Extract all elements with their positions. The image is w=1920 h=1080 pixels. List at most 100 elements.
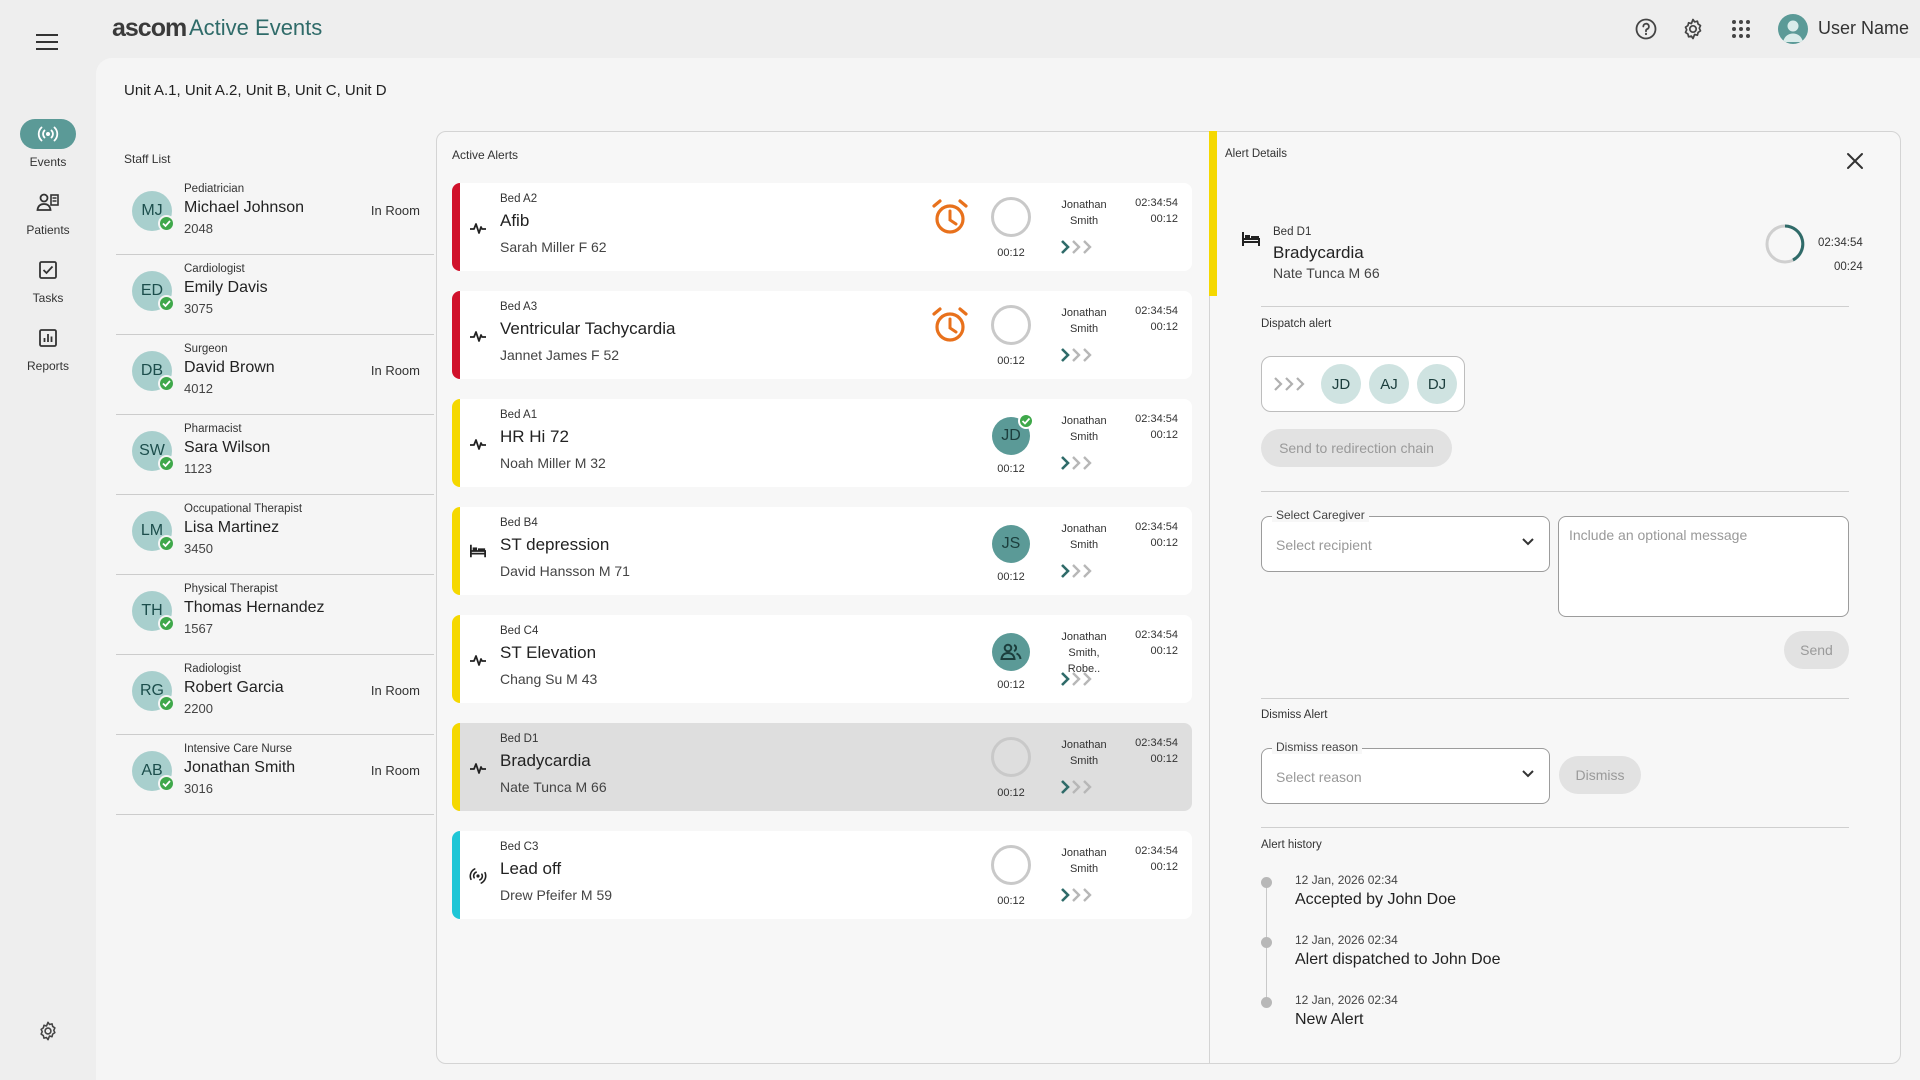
priority-bar [452,615,460,703]
history-title: Alert history [1261,839,1322,851]
field-placeholder: Select recipient [1276,537,1372,553]
detail-bed: Bed D1 [1273,226,1312,238]
help-icon[interactable] [1634,17,1658,41]
recipient-line: Jonathan [1061,847,1107,859]
alert-recipient: Jonathan Smith [1052,521,1116,553]
staff-row[interactable]: MJ Pediatrician Michael Johnson 2048 In Room [116,175,434,255]
recipient-line: Smith [1069,863,1099,875]
alert-elapsed: 00:12 [1150,645,1178,657]
staff-row[interactable]: TH Physical Therapist Thomas Hernandez 1567 [116,575,434,655]
person-icon [1783,20,1803,42]
chain-chip: DJ [1417,364,1457,404]
alert-bed: Bed B4 [500,517,538,529]
staff-row[interactable]: RG Radiologist Robert Garcia 2200 In Room [116,655,434,735]
user-name[interactable]: User Name [1818,18,1910,38]
staff-name: Emily Davis [184,279,268,296]
chevron-down-icon [1522,538,1534,546]
send-to-chain-button[interactable]: Send to redirection chain [1261,429,1452,467]
caregiver-select[interactable]: Select Caregiver Select recipient [1261,508,1550,572]
message-textarea[interactable]: Include an optional message [1558,516,1849,617]
alert-card[interactable]: Bed A1 HR Hi 72 Noah Miller M 32 JD 00:12 Jon… [452,399,1192,487]
divider [1261,491,1849,492]
alert-timer: 00:12 [997,787,1025,799]
staff-status: In Room [370,683,420,698]
nav-settings-icon[interactable] [37,1020,59,1042]
send-button[interactable]: Send [1784,631,1849,669]
escalation-chevrons-icon [1060,671,1098,687]
pending-ring [991,197,1031,237]
available-check-icon [158,295,175,312]
staff-row[interactable]: SW Pharmacist Sara Wilson 1123 [116,415,434,495]
staff-id: 2200 [184,701,213,716]
alert-recipient: Jonathan Smith [1052,413,1116,445]
alert-condition: Afib [500,211,530,230]
avatar: DB [132,351,172,391]
alert-bed: Bed A2 [500,193,538,205]
alert-card[interactable]: Bed A2 Afib Sarah Miller F 62 00:12 Jonathan… [452,183,1192,271]
alert-card[interactable]: Bed C3 Lead off Drew Pfeifer M 59 00:12 Jona… [452,831,1192,919]
alert-timer: 00:12 [997,679,1025,691]
staff-role: Cardiologist [184,263,245,275]
ecg-icon [469,651,487,669]
staff-role: Surgeon [184,343,228,355]
chain-chip: AJ [1369,364,1409,404]
nav-label: Tasks [32,291,64,305]
alert-timer: 00:12 [997,463,1025,475]
menu-icon[interactable] [36,34,58,50]
recipient-line: Smith [1069,755,1099,767]
recipient-line: Jonathan [1061,199,1107,211]
alert-timer: 00:12 [997,571,1025,583]
priority-bar [452,831,460,919]
staff-row[interactable]: DB Surgeon David Brown 4012 In Room [116,335,434,415]
alert-recipient: Jonathan Smith, Robe.. [1052,629,1116,677]
alert-elapsed: 00:12 [1150,213,1178,225]
staff-row[interactable]: LM Occupational Therapist Lisa Martinez 345… [116,495,434,575]
escalation-chevrons-icon [1060,347,1098,363]
alert-bed: Bed C4 [500,625,539,637]
field-placeholder: Select reason [1276,769,1362,785]
staff-status: In Room [370,203,420,218]
nav-patients[interactable]: Patients [18,187,78,237]
chevron-down-icon [1522,770,1534,778]
staff-name: Michael Johnson [184,199,305,216]
alert-time: 02:34:54 [1135,521,1178,533]
nav-tasks[interactable]: Tasks [18,255,78,305]
staff-id: 1123 [184,461,212,476]
pending-ring [991,737,1031,777]
unit-filter[interactable]: Unit A.1, Unit A.2, Unit B, Unit C, Unit… [124,82,387,99]
dispatch-title: Dispatch alert [1261,318,1332,330]
staff-status: In Room [370,763,420,778]
alert-card[interactable]: Bed B4 ST depression David Hansson M 71 JS 0… [452,507,1192,595]
alert-card[interactable]: Bed C4 ST Elevation Chang Su M 43 00:12 Jona… [452,615,1192,703]
ecg-icon [469,219,487,237]
history-time: 12 Jan, 2026 02:34 [1295,873,1398,887]
detail-elapsed: 00:24 [1834,261,1863,273]
recipient-line: Smith, Robe.. [1067,647,1101,675]
user-avatar[interactable] [1778,14,1808,44]
priority-bar [452,723,460,811]
ecg-icon [469,327,487,345]
staff-row[interactable]: ED Cardiologist Emily Davis 3075 [116,255,434,335]
escalation-chevrons-icon [1060,887,1098,903]
alert-card[interactable]: Bed A3 Ventricular Tachycardia Jannet Jame… [452,291,1192,379]
recipient-line: Smith [1069,539,1099,551]
settings-icon[interactable] [1681,17,1705,41]
staff-id: 4012 [184,381,213,396]
staff-name: Thomas Hernandez [184,599,325,616]
apps-grid-icon[interactable] [1729,17,1753,41]
alarm-clock-icon [930,305,970,345]
alert-details-title: Alert Details [1225,148,1287,160]
assignee-avatar: JS [992,525,1030,563]
history-entry: Accepted by John Doe [1295,891,1456,908]
nav-reports[interactable]: Reports [18,323,78,373]
alert-recipient: Jonathan Smith [1052,845,1116,877]
alert-elapsed: 00:12 [1150,429,1178,441]
staff-row[interactable]: AB Intensive Care Nurse Jonathan Smith 3016… [116,735,434,815]
dismiss-button[interactable]: Dismiss [1559,756,1641,794]
dismiss-reason-select[interactable]: Dismiss reason Select reason [1261,740,1550,804]
staff-name: Sara Wilson [184,439,271,456]
staff-id: 3016 [184,781,213,796]
nav-events[interactable]: Events [18,119,78,169]
close-icon[interactable] [1845,151,1865,171]
alert-card[interactable]: Bed D1 Bradycardia Nate Tunca M 66 00:12 Jon… [452,723,1192,811]
